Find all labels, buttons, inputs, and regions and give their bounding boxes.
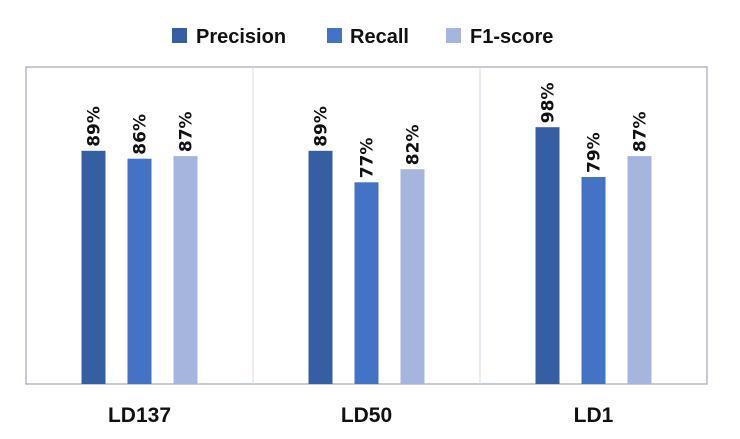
data-label-ld137-recall: 86% xyxy=(131,114,151,155)
bar-ld137-precision xyxy=(81,150,106,384)
legend: Precision Recall F1-score xyxy=(172,26,553,48)
data-label-ld137-f1-score: 87% xyxy=(177,111,197,152)
category-label-ld137: LD137 xyxy=(108,404,171,427)
category-labels: LD137 LD50 LD1 xyxy=(108,404,614,427)
data-labels: 89% 86% 87% 89% 77% 82% 98% 79% 87% xyxy=(85,82,651,178)
legend-label-precision: Precision xyxy=(196,26,286,48)
legend-label-f1-score: F1-score xyxy=(470,26,553,48)
legend-swatch-recall xyxy=(327,28,342,43)
data-label-ld1-f1-score: 87% xyxy=(631,111,651,152)
category-label-ld50: LD50 xyxy=(341,404,392,427)
data-label-ld50-recall: 77% xyxy=(358,138,378,179)
bars xyxy=(81,127,652,384)
bar-ld50-recall xyxy=(354,182,379,384)
category-dividers xyxy=(252,67,481,384)
data-label-ld137-precision: 89% xyxy=(85,106,105,147)
category-label-ld1: LD1 xyxy=(574,404,614,427)
data-label-ld1-precision: 98% xyxy=(539,82,559,123)
legend-swatch-f1-score xyxy=(446,28,461,43)
bar-ld1-f1-score xyxy=(627,156,652,384)
bar-ld1-precision xyxy=(535,127,560,384)
bar-ld1-recall xyxy=(581,177,606,384)
bar-ld50-f1-score xyxy=(400,169,425,384)
bar-ld137-recall xyxy=(127,158,152,384)
legend-label-recall: Recall xyxy=(350,26,409,48)
data-label-ld50-precision: 89% xyxy=(312,106,332,147)
bar-ld50-precision xyxy=(308,150,333,384)
data-label-ld50-f1-score: 82% xyxy=(404,124,424,165)
bar-ld137-f1-score xyxy=(173,156,198,384)
legend-swatch-precision xyxy=(172,28,187,43)
data-label-ld1-recall: 79% xyxy=(585,132,605,173)
